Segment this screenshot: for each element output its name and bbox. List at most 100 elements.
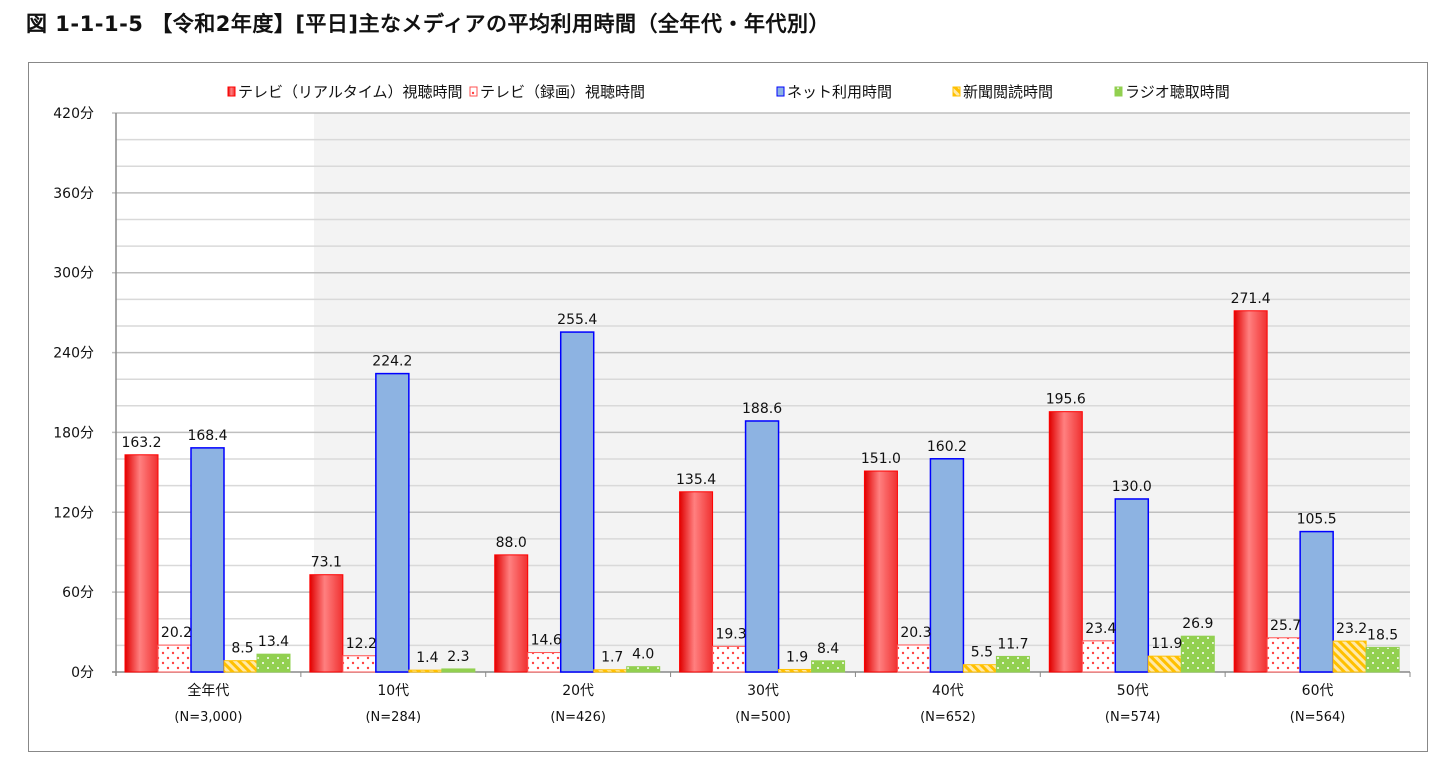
data-label: 151.0 (861, 451, 901, 467)
data-label: 1.4 (416, 650, 438, 666)
legend-swatch-1 (469, 86, 478, 97)
x-tick-label: 60代 (1302, 683, 1334, 699)
data-label: 105.5 (1297, 512, 1337, 528)
legend-label-2: ネット利用時間 (787, 83, 892, 101)
x-tick-label: 20代 (562, 683, 594, 699)
data-label: 20.3 (900, 625, 931, 641)
data-label: 271.4 (1231, 291, 1271, 307)
bar-0-6 (1233, 310, 1268, 673)
legend-label-3: 新聞閲読時間 (963, 83, 1053, 101)
data-label: 168.4 (187, 428, 227, 444)
data-label: 13.4 (258, 634, 289, 650)
bar-2-3 (744, 420, 780, 673)
data-label: 8.4 (817, 641, 839, 657)
legend-label-1: テレビ（録画）視聴時間 (480, 83, 645, 101)
bar-2-4 (929, 458, 965, 673)
x-tick-label: 30代 (747, 683, 779, 699)
bar-2-2 (559, 331, 595, 673)
bar-3-2 (593, 669, 628, 673)
data-label: 2.3 (447, 649, 469, 665)
data-label: 8.5 (231, 641, 253, 657)
x-tick-label: 全年代 (187, 682, 229, 699)
bar-0-2 (494, 554, 529, 673)
data-label: 1.7 (601, 650, 623, 666)
chart-title: 図 1-1-1-5 【令和2年度】[平日]主なメディアの平均利用時間（全年代・年… (26, 12, 831, 36)
data-label: 255.4 (557, 312, 597, 328)
bar-1-2 (527, 652, 562, 673)
data-label: 11.9 (1151, 636, 1182, 652)
data-label: 23.2 (1336, 621, 1367, 637)
x-tick-sublabel: (N=564) (1290, 710, 1346, 725)
y-tick-label: 300分 (53, 266, 94, 282)
bar-1-4 (896, 644, 931, 673)
data-label: 160.2 (927, 439, 967, 455)
chart-frame (28, 62, 1428, 752)
bar-4-2 (626, 666, 661, 673)
bar-1-6 (1266, 637, 1301, 673)
data-label: 4.0 (632, 647, 654, 663)
data-label: 163.2 (121, 435, 161, 451)
bar-2-6 (1299, 530, 1334, 673)
data-label: 12.2 (346, 636, 377, 652)
bar-4-6 (1365, 646, 1400, 673)
x-tick-sublabel: (N=426) (550, 710, 606, 725)
data-label: 14.6 (531, 633, 562, 649)
bar-0-1 (309, 574, 344, 673)
data-label: 25.7 (1270, 618, 1301, 634)
bar-3-5 (1147, 655, 1182, 673)
y-tick-label: 180分 (53, 425, 94, 441)
y-tick-label: 420分 (53, 106, 94, 122)
bar-3-1 (408, 669, 443, 673)
bar-3-4 (962, 664, 997, 673)
bar-2-5 (1114, 498, 1150, 673)
data-label: 224.2 (372, 354, 412, 370)
data-label: 130.0 (1112, 479, 1152, 495)
legend-label-0: テレビ（リアルタイム）視聴時間 (238, 83, 463, 101)
data-label: 188.6 (742, 401, 782, 417)
legend-swatch-4 (1114, 86, 1123, 97)
bar-4-4 (995, 655, 1030, 673)
bar-4-1 (441, 668, 476, 673)
legend-swatch-3 (952, 86, 961, 97)
bar-0-4 (863, 470, 898, 673)
x-tick-sublabel: (N=574) (1105, 710, 1161, 725)
data-label: 11.7 (997, 636, 1028, 652)
bar-0-3 (679, 491, 714, 673)
bar-3-3 (778, 668, 813, 673)
data-label: 135.4 (676, 472, 716, 488)
legend-swatch-0 (227, 86, 236, 97)
legend-label-4: ラジオ聴取時間 (1125, 83, 1230, 101)
bar-2-0 (190, 447, 225, 673)
legend-swatch-2 (776, 86, 785, 97)
x-tick-sublabel: (N=3,000) (174, 710, 242, 725)
data-label: 26.9 (1182, 616, 1213, 632)
bar-3-0 (223, 660, 258, 673)
bar-4-5 (1180, 635, 1215, 673)
bar-0-0 (124, 454, 159, 673)
bar-3-6 (1332, 640, 1367, 673)
x-tick-label: 10代 (377, 683, 409, 699)
data-label: 23.4 (1085, 621, 1116, 637)
bar-1-3 (712, 645, 747, 673)
x-tick-sublabel: (N=652) (920, 710, 976, 725)
x-tick-label: 40代 (932, 683, 964, 699)
y-tick-label: 60分 (62, 585, 94, 601)
data-label: 5.5 (971, 645, 993, 661)
bar-0-5 (1048, 411, 1083, 673)
y-tick-label: 120分 (53, 505, 94, 521)
data-label: 73.1 (311, 555, 342, 571)
data-label: 88.0 (496, 535, 527, 551)
bar-1-1 (342, 655, 377, 673)
bar-4-3 (811, 660, 846, 673)
data-label: 1.9 (786, 649, 808, 665)
data-label: 195.6 (1046, 392, 1086, 408)
bar-4-0 (256, 653, 291, 673)
data-label: 19.3 (715, 626, 746, 642)
x-tick-sublabel: (N=284) (365, 710, 421, 725)
bar-1-5 (1081, 640, 1116, 673)
x-tick-label: 50代 (1117, 683, 1149, 699)
data-label: 18.5 (1367, 627, 1398, 643)
bar-1-0 (157, 644, 192, 673)
y-tick-label: 240分 (53, 346, 94, 362)
